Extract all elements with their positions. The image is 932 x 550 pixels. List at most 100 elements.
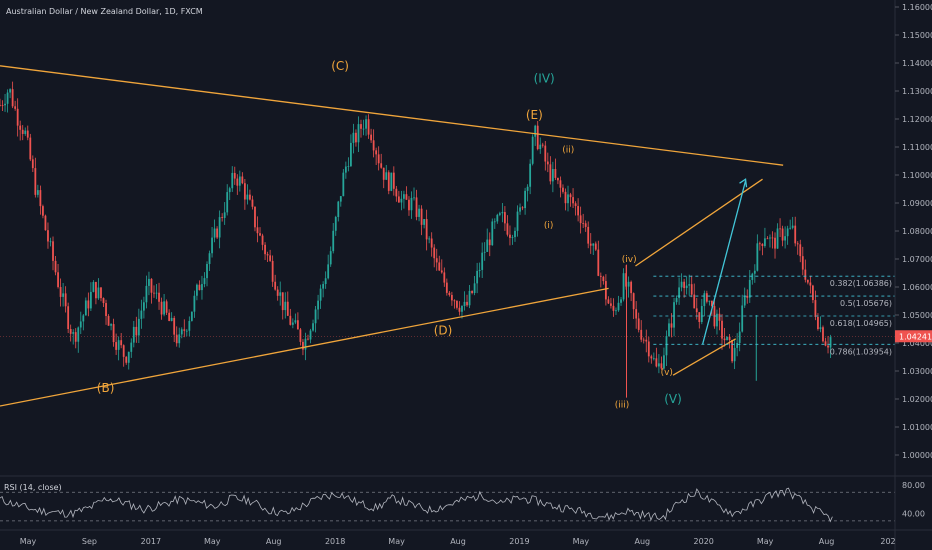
candle-body	[716, 313, 718, 327]
candle-body	[640, 329, 643, 340]
candle-body	[350, 142, 352, 167]
candle-body	[4, 103, 6, 106]
candle-body	[163, 301, 165, 315]
candle-body	[79, 321, 82, 328]
candle-body	[536, 125, 539, 150]
candle-body	[645, 339, 648, 342]
wave-label: (C)	[331, 59, 349, 73]
candle-body	[698, 312, 701, 323]
candle-body	[31, 159, 34, 169]
candle-body	[115, 342, 118, 350]
candle-body	[89, 291, 92, 309]
candle-body	[21, 129, 24, 134]
candle-body	[478, 269, 481, 271]
candle-body	[814, 300, 817, 317]
candle-body	[188, 320, 191, 331]
candle-body	[213, 228, 216, 238]
candle-body	[87, 300, 90, 309]
price-tick-label: 1.13000	[902, 87, 932, 96]
candle-body	[668, 323, 670, 337]
candle-body	[0, 105, 1, 106]
fib-retracement: 0.382(1.06386) 0.5(1.05676) 0.618(1.04965)…	[653, 275, 895, 356]
candle-body	[173, 317, 176, 335]
candle-body	[150, 278, 153, 293]
candle-body	[584, 223, 587, 227]
candle-body	[362, 128, 365, 130]
candles	[0, 81, 832, 398]
candle-body	[827, 345, 829, 348]
candle-body	[299, 329, 302, 342]
candle-body	[6, 92, 9, 104]
projection-arrow-shaft	[701, 180, 747, 345]
candle-body	[261, 235, 264, 245]
price-tick-label: 1.01000	[902, 423, 932, 432]
fib-level-label: 0.382(1.06386)	[830, 279, 892, 288]
candle-body	[42, 206, 44, 216]
candle-body	[503, 212, 506, 224]
candle-body	[506, 223, 509, 235]
price-tick-label: 1.07000	[902, 255, 932, 264]
price-tick-label: 1.06000	[902, 283, 932, 292]
candle-body	[562, 187, 564, 192]
candle-body	[468, 290, 471, 306]
candle-body	[107, 315, 110, 326]
candle-body	[334, 216, 337, 231]
candle-body	[246, 194, 249, 200]
candle-body	[418, 208, 420, 217]
candle-body	[774, 237, 776, 249]
candle-body	[443, 272, 446, 283]
candle-body	[231, 172, 234, 189]
time-tick-label: 2020	[694, 537, 714, 546]
candle-body	[501, 212, 504, 214]
candle-body	[228, 188, 231, 193]
candle-body	[183, 329, 186, 331]
candle-body	[524, 190, 526, 209]
candle-body	[731, 339, 734, 362]
candle-body	[549, 164, 552, 182]
candle-body	[481, 252, 484, 270]
candle-body	[112, 324, 115, 343]
candle-body	[743, 295, 746, 306]
candle-body	[630, 281, 633, 294]
candle-body	[317, 300, 319, 310]
candle-body	[695, 308, 698, 313]
candle-body	[683, 281, 686, 289]
price-tick-label: 1.15000	[902, 31, 932, 40]
candle-body	[534, 125, 537, 137]
lower-triangle-line	[0, 287, 609, 407]
candle-body	[753, 270, 756, 274]
price-tick-label: 1.16000	[902, 3, 932, 12]
candle-body	[309, 330, 312, 340]
candle-body	[64, 293, 67, 307]
candle-body	[420, 208, 423, 225]
candle-body	[155, 292, 158, 294]
candle-body	[769, 237, 771, 239]
candle-body	[16, 108, 19, 126]
candle-body	[314, 309, 317, 324]
candle-body	[97, 287, 100, 299]
candle-body	[791, 225, 794, 228]
candle-body	[102, 298, 105, 304]
candle-body	[193, 295, 196, 312]
candle-body	[607, 299, 610, 304]
candle-body	[430, 238, 433, 248]
candle-body	[11, 89, 14, 107]
candle-body	[153, 292, 155, 294]
candle-body	[678, 287, 680, 299]
candle-body	[627, 281, 630, 287]
candle-body	[233, 172, 236, 179]
candle-body	[395, 188, 398, 197]
candle-body	[592, 243, 595, 246]
candle-body	[291, 322, 294, 325]
candle-body	[158, 292, 160, 302]
candle-body	[279, 292, 282, 296]
candle-body	[110, 324, 112, 326]
price-tick-label: 1.03000	[902, 367, 932, 376]
candle-body	[243, 183, 246, 200]
candle-body	[410, 197, 413, 211]
candle-body	[1, 105, 4, 106]
candle-body	[766, 238, 769, 240]
candle-body	[132, 326, 135, 343]
candle-body	[307, 338, 309, 340]
candle-body	[148, 278, 150, 286]
